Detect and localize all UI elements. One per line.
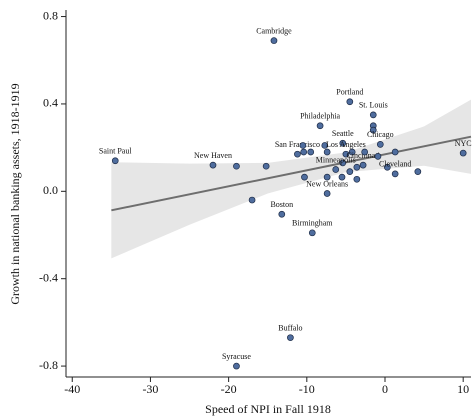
data-point (353, 163, 361, 171)
data-point (353, 175, 361, 183)
x-tick-label: -10 (299, 382, 315, 396)
data-point (338, 173, 346, 181)
data-point (359, 161, 367, 169)
data-point (323, 148, 331, 156)
point-label: Boston (270, 200, 293, 209)
point-label: Buffalo (278, 324, 302, 333)
data-point (111, 157, 119, 165)
x-tick-label: 10 (457, 382, 469, 396)
point-label: Minneapolis (316, 155, 356, 164)
point-label: NYC (455, 139, 472, 148)
data-point (233, 162, 240, 170)
data-point (308, 229, 316, 237)
data-point (299, 142, 307, 149)
point-label: San Francisco (275, 140, 320, 149)
point-label: Los Angeles (326, 140, 366, 149)
data-point (323, 190, 331, 197)
point-label: New Orleans (306, 179, 348, 188)
x-tick-label: -40 (64, 382, 80, 396)
data-point (369, 111, 377, 119)
y-tick-label: 0.4 (43, 96, 58, 110)
data-point (383, 163, 391, 171)
point-label: Birmingham (292, 219, 333, 228)
y-tick-label: 0.0 (43, 183, 58, 197)
data-point (391, 148, 399, 156)
point-label: St. Louis (359, 101, 388, 110)
data-point (339, 139, 347, 147)
data-point (339, 159, 347, 167)
point-label: Cleveland (379, 160, 411, 169)
data-point (348, 148, 356, 156)
data-point (300, 148, 308, 156)
data-point (369, 126, 377, 134)
data-point (414, 168, 422, 176)
point-label: New Haven (194, 151, 232, 160)
data-point (342, 150, 350, 158)
data-point (323, 173, 331, 181)
data-point (278, 210, 286, 218)
data-point (233, 362, 240, 370)
data-point (262, 162, 270, 170)
data-point (459, 149, 467, 157)
x-tick-label: -20 (221, 382, 237, 396)
data-point (361, 148, 369, 156)
data-point (294, 150, 301, 158)
data-point (248, 196, 256, 204)
point-label: Chicago (367, 130, 394, 139)
x-axis-label: Speed of NPI in Fall 1918 (205, 402, 331, 416)
confidence-band (111, 99, 472, 259)
data-point (332, 166, 340, 173)
data-point (287, 334, 294, 342)
point-label: Seattle (332, 129, 354, 138)
data-point (270, 37, 278, 44)
point-label: Cincinnati (346, 151, 380, 160)
data-point (346, 168, 354, 176)
data-point (307, 148, 315, 156)
point-label: Syracuse (222, 352, 251, 361)
point-label: Cambridge (256, 26, 292, 35)
point-label: Philadelphia (300, 112, 340, 121)
x-tick-label: -30 (142, 382, 158, 396)
data-point (301, 173, 308, 181)
point-label: Portland (336, 88, 363, 97)
point-label: Saint Paul (99, 147, 132, 156)
x-tick-label: 0 (382, 382, 388, 396)
fit-line (111, 135, 472, 212)
data-point (321, 142, 329, 149)
y-tick-label: -0.8 (39, 358, 58, 372)
data-point (316, 122, 324, 130)
y-tick-label: 0.8 (43, 8, 58, 22)
data-point (391, 170, 399, 178)
y-tick-label: -0.4 (39, 270, 58, 284)
data-point (346, 98, 354, 106)
y-axis-label: Growth in national banking assets, 1918-… (8, 83, 22, 304)
data-point (374, 153, 382, 160)
data-point (376, 140, 384, 148)
data-point (209, 161, 217, 169)
